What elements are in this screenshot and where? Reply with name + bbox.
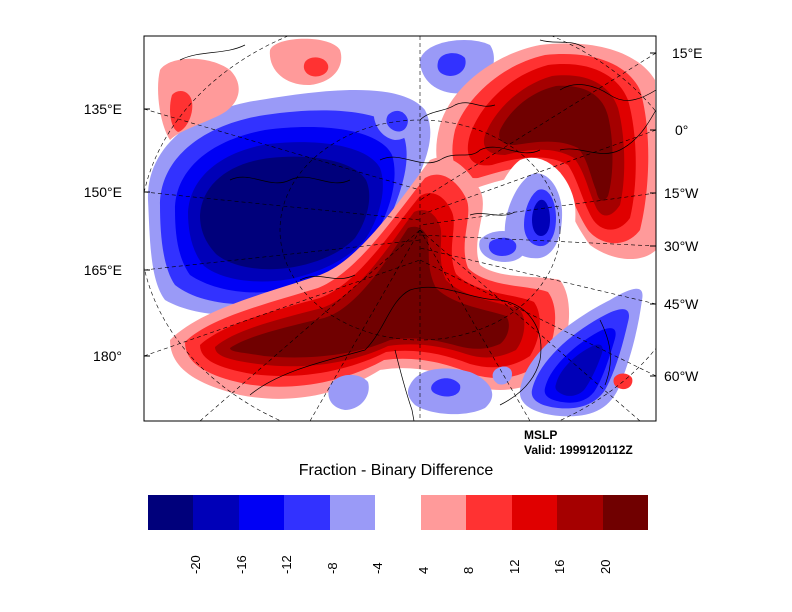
colorbar-box xyxy=(420,495,467,530)
colorbar-tick-label: -20 xyxy=(185,538,205,578)
lon-label-165e: 165°E xyxy=(83,262,122,278)
colorbar-box xyxy=(602,495,648,530)
lon-label-30w: 30°W xyxy=(664,238,699,254)
colorbar-box xyxy=(284,495,330,530)
colorbar-tick-label: -4 xyxy=(367,538,387,578)
colorbar-tick-label: -8 xyxy=(322,538,342,578)
colorbar-box xyxy=(238,495,285,530)
colorbar-tick-text: -8 xyxy=(324,562,340,574)
colorbar-tick-text: 4 xyxy=(415,566,431,574)
colorbar-box xyxy=(148,495,194,530)
colorbar-tick-text: -12 xyxy=(279,555,295,574)
colorbar-tick-label: 12 xyxy=(504,538,524,578)
lon-label-15e: 15°E xyxy=(672,45,703,61)
colorbar-tick-text: 16 xyxy=(552,559,568,574)
colorbar-tick-label: -16 xyxy=(231,538,251,578)
colorbar-tick-text: -4 xyxy=(370,562,386,574)
tick-marks xyxy=(144,52,656,377)
map-frame xyxy=(143,35,657,422)
colorbar-box xyxy=(329,495,376,530)
colorbar-tick-text: 20 xyxy=(597,559,613,574)
colorbar-tick-text: -16 xyxy=(233,555,249,574)
variable-label: MSLP xyxy=(524,428,558,442)
colorbar-tick-label: 8 xyxy=(458,538,478,578)
colorbar-box xyxy=(511,495,558,530)
positive-anomaly-atlantic xyxy=(436,43,656,260)
colorbar-tick-label: 20 xyxy=(595,538,615,578)
colorbar xyxy=(148,495,648,530)
positive-anomaly-central xyxy=(170,157,570,399)
lon-label-60w: 60°W xyxy=(664,368,699,384)
colorbar-tick-text: -20 xyxy=(188,555,204,574)
colorbar-tick-text: 8 xyxy=(461,566,477,574)
negative-anomaly-southeast xyxy=(328,288,643,417)
colorbar-tick-label: 16 xyxy=(549,538,569,578)
colorbar-box xyxy=(193,495,239,530)
graticule xyxy=(144,36,656,421)
colorbar-box xyxy=(375,495,421,530)
negative-anomaly-greenland xyxy=(479,157,576,276)
colorbar-tick-text: 12 xyxy=(506,559,522,574)
lon-label-0: 0° xyxy=(675,122,689,138)
colorbar-tick-label: -12 xyxy=(276,538,296,578)
coastlines xyxy=(179,39,656,421)
colorbar-title: Fraction - Binary Difference xyxy=(298,462,494,479)
lon-label-150e: 150°E xyxy=(83,184,122,200)
valid-time-label: Valid: 1999120112Z xyxy=(524,443,633,457)
colorbar-box xyxy=(466,495,512,530)
lon-label-45w: 45°W xyxy=(664,296,699,312)
colorbar-box xyxy=(557,495,603,530)
lon-label-15w: 15°W xyxy=(664,185,699,201)
lon-label-180: 180° xyxy=(93,348,122,364)
colorbar-tick-label: 4 xyxy=(413,538,433,578)
lon-label-135e: 135°E xyxy=(83,101,122,117)
